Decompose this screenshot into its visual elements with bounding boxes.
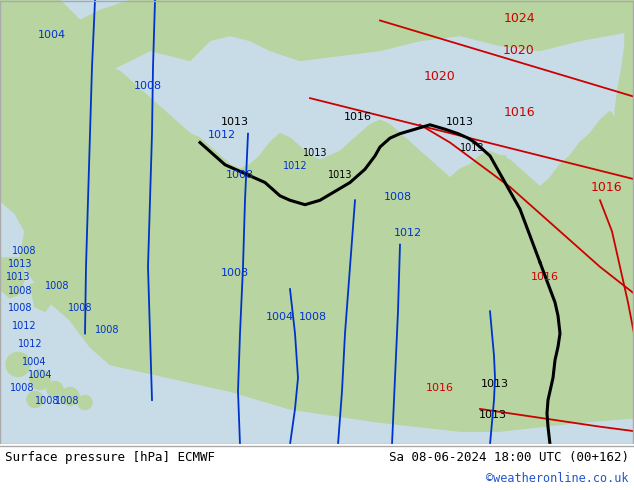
Text: 1008: 1008: [299, 312, 327, 322]
Text: 1008: 1008: [226, 170, 254, 180]
Text: 1012: 1012: [12, 321, 37, 331]
Text: 1013: 1013: [303, 148, 327, 158]
Text: 1008: 1008: [55, 396, 79, 407]
Text: 1004: 1004: [266, 312, 294, 322]
Text: 1004: 1004: [38, 30, 66, 41]
Text: 1013: 1013: [221, 117, 249, 127]
Text: 1008: 1008: [384, 192, 412, 202]
Polygon shape: [30, 280, 55, 311]
Text: 1004: 1004: [22, 357, 46, 367]
Text: 1013: 1013: [446, 117, 474, 127]
Circle shape: [30, 369, 50, 390]
Text: 1012: 1012: [208, 130, 236, 140]
Text: 1016: 1016: [426, 383, 454, 393]
Text: 1013: 1013: [460, 144, 484, 153]
Text: 1013: 1013: [479, 410, 507, 420]
Text: 1008: 1008: [12, 245, 37, 256]
Text: 1016: 1016: [503, 106, 535, 119]
Text: Sa 08-06-2024 18:00 UTC (00+162): Sa 08-06-2024 18:00 UTC (00+162): [389, 451, 629, 464]
Text: 1008: 1008: [8, 286, 32, 295]
Text: Surface pressure [hPa] ECMWF: Surface pressure [hPa] ECMWF: [5, 451, 215, 464]
Text: 1008: 1008: [95, 325, 119, 336]
Circle shape: [61, 388, 79, 405]
Text: 1004: 1004: [28, 370, 53, 380]
Circle shape: [47, 381, 63, 397]
Text: ©weatheronline.co.uk: ©weatheronline.co.uk: [486, 472, 629, 485]
Text: 1020: 1020: [424, 71, 456, 83]
Text: 1008: 1008: [134, 81, 162, 91]
Text: 1016: 1016: [531, 272, 559, 282]
Text: 1012: 1012: [394, 228, 422, 238]
Text: 1013: 1013: [481, 379, 509, 389]
Text: 1008: 1008: [45, 281, 70, 291]
Text: 1013: 1013: [8, 259, 32, 269]
Circle shape: [78, 395, 92, 410]
Circle shape: [27, 392, 43, 408]
Circle shape: [6, 352, 30, 376]
Polygon shape: [0, 0, 634, 431]
Text: 1008: 1008: [221, 268, 249, 278]
Text: 1012: 1012: [18, 339, 42, 349]
Text: 1024: 1024: [503, 12, 535, 25]
Text: 1016: 1016: [590, 181, 622, 195]
Text: 1020: 1020: [503, 44, 535, 57]
Text: 1008: 1008: [68, 303, 93, 313]
Polygon shape: [0, 258, 25, 298]
Text: 1008: 1008: [35, 396, 60, 407]
Polygon shape: [555, 10, 580, 25]
Text: 1016: 1016: [344, 112, 372, 122]
Text: 1013: 1013: [6, 272, 30, 282]
Polygon shape: [490, 156, 518, 200]
Text: 1008: 1008: [10, 383, 34, 393]
Polygon shape: [612, 0, 634, 258]
Polygon shape: [500, 3, 520, 16]
Text: 1008: 1008: [8, 303, 32, 313]
Text: 1013: 1013: [328, 170, 353, 180]
Polygon shape: [0, 0, 634, 130]
Text: 1012: 1012: [283, 161, 307, 171]
